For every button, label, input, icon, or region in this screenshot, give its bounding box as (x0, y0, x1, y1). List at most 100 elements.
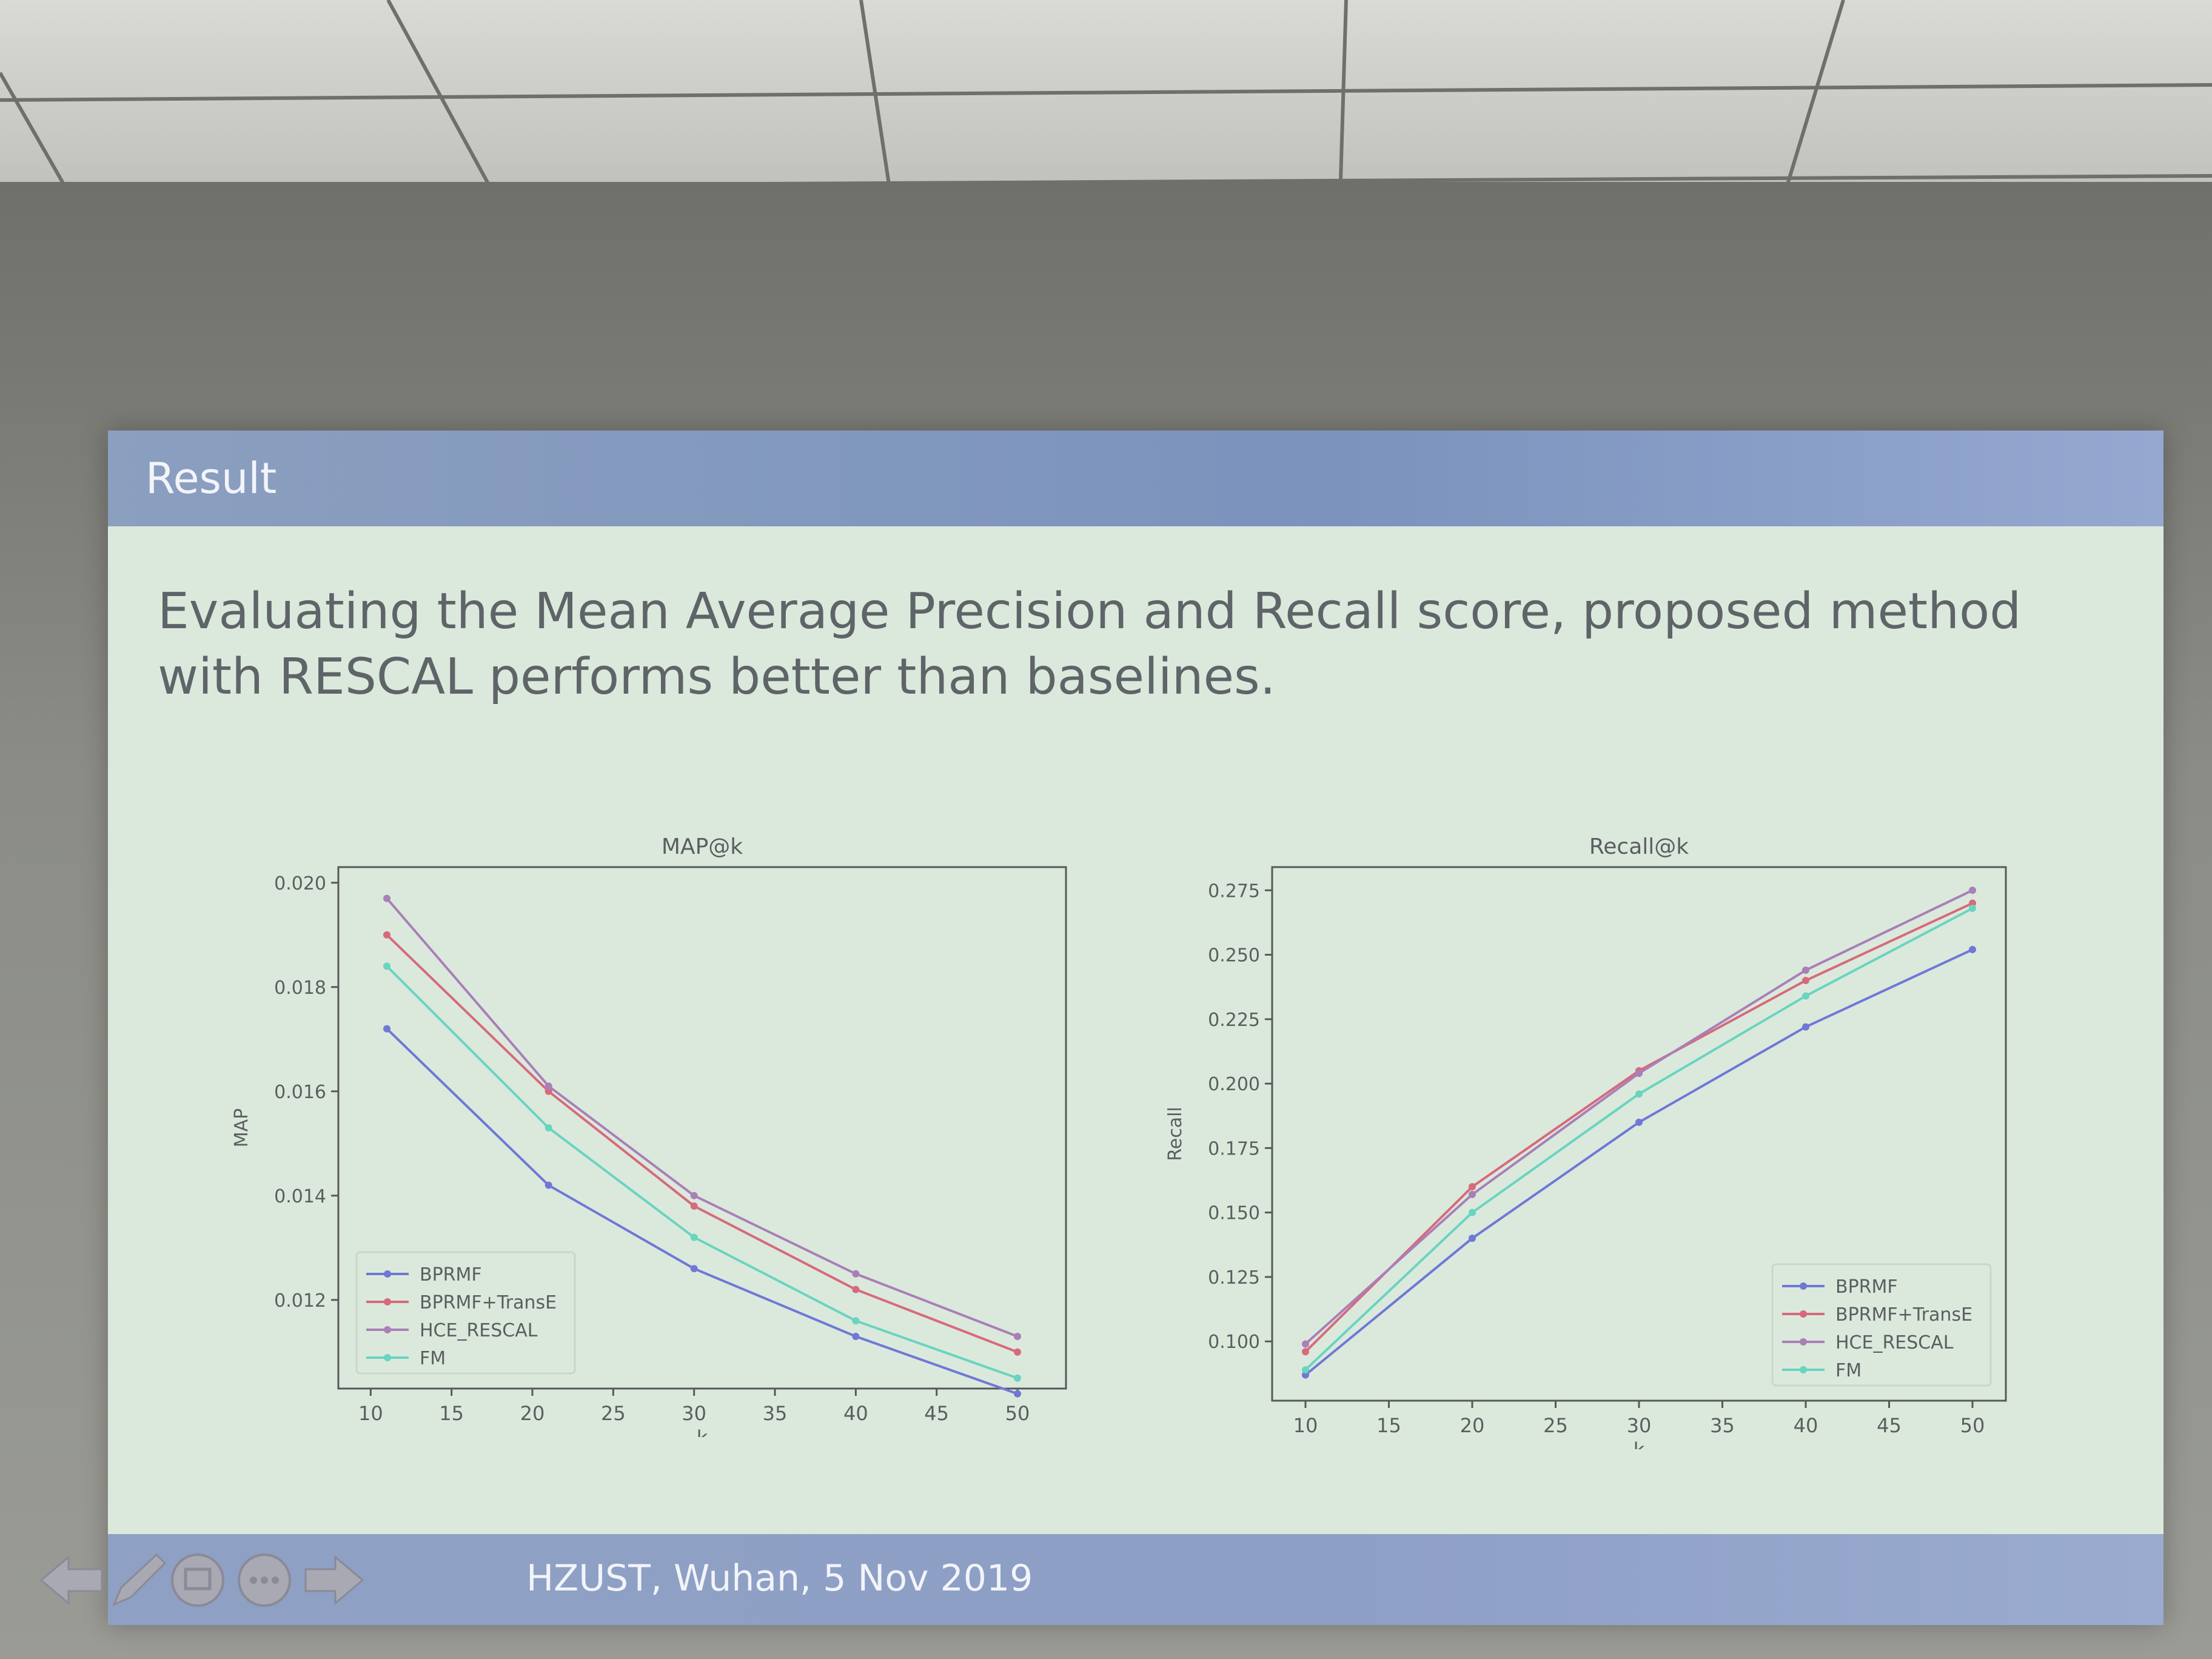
data-point-hce-rescal (1969, 886, 1976, 894)
y-tick-label: 0.275 (1208, 880, 1260, 902)
map-at-k-chart: MAP@k 10 15 20 25 30 35 40 45 50 0.012 0.014 0.016 0.… (231, 834, 1067, 1437)
y-tick-label: 0.125 (1208, 1267, 1260, 1289)
data-point-bprmf (1302, 1371, 1309, 1379)
recall-at-k-chart: Recall@k 10 15 20 25 30 35 40 45 50 0.100 0.125 0.15… (1165, 834, 2007, 1449)
x-tick-label: 50 (1005, 1402, 1030, 1425)
x-tick-label: 25 (1543, 1414, 1568, 1437)
y-axis-label: Recall (1165, 1107, 1186, 1161)
data-point-fm (690, 1233, 698, 1241)
x-tick-label: 30 (682, 1402, 706, 1425)
data-point-fm (1302, 1366, 1309, 1373)
x-axis-label: k (697, 1426, 708, 1437)
data-point-bprmf-transe (383, 931, 390, 939)
data-point-hce-rescal (545, 1082, 552, 1090)
data-point-bprmf (545, 1181, 552, 1189)
y-tick-label: 0.100 (1208, 1332, 1260, 1353)
data-point-fm (1469, 1208, 1476, 1216)
data-point-bprmf-transe (1014, 1348, 1021, 1356)
presentation-slide: Result Evaluating the Mean Average Preci… (39, 431, 2163, 1625)
legend-label-bprmf: BPRMF (420, 1264, 482, 1285)
x-tick-label: 20 (520, 1402, 545, 1425)
lead-line-1: Evaluating the Mean Average Precision an… (158, 583, 2022, 640)
slide-title: Result (146, 454, 277, 503)
x-tick-label: 10 (358, 1402, 383, 1425)
chart-title: MAP@k (662, 834, 743, 859)
data-point-hce-rescal (1302, 1340, 1309, 1348)
legend-marker-bprmf (384, 1270, 391, 1278)
data-point-bprmf-transe (1302, 1348, 1309, 1356)
y-tick-label: 0.012 (274, 1290, 326, 1312)
legend-label-fm: FM (420, 1348, 446, 1369)
y-tick-label: 0.200 (1208, 1074, 1260, 1095)
footer-text: HZUST, Wuhan, 5 Nov 2019 (526, 1557, 1033, 1600)
legend-marker-bprmf-transe (384, 1298, 391, 1305)
data-point-hce-rescal (852, 1270, 860, 1278)
data-point-fm (852, 1317, 860, 1325)
x-tick-label: 15 (1376, 1414, 1401, 1437)
data-point-bprmf (690, 1265, 698, 1273)
x-tick-label: 45 (924, 1402, 949, 1425)
x-tick-label: 15 (439, 1402, 464, 1425)
data-point-hce-rescal (1802, 967, 1809, 974)
data-point-bprmf-transe (852, 1285, 860, 1293)
data-point-bprmf (1802, 1023, 1809, 1031)
y-tick-label: 0.225 (1208, 1010, 1260, 1031)
menu-dots-icon[interactable] (235, 1551, 293, 1609)
screen-icon[interactable] (169, 1551, 227, 1609)
data-point-hce-rescal (383, 894, 390, 902)
x-axis-label: k (1634, 1438, 1645, 1449)
y-axis-label: MAP (231, 1108, 252, 1148)
x-tick-label: 35 (1710, 1414, 1735, 1437)
slide-lead-text: Evaluating the Mean Average Precision an… (158, 579, 2098, 710)
legend-label-fm: FM (1835, 1360, 1862, 1381)
x-tick-label: 50 (1960, 1414, 1985, 1437)
y-tick-label: 0.018 (274, 977, 326, 999)
legend-marker-fm (384, 1354, 391, 1361)
data-point-bprmf-transe (1469, 1183, 1476, 1191)
ceiling-grid (0, 0, 2212, 201)
data-point-hce-rescal (690, 1191, 698, 1199)
slide-header-bar: Result (108, 431, 2163, 526)
legend-marker-bprmf (1800, 1282, 1807, 1290)
data-point-bprmf (852, 1333, 860, 1340)
data-point-fm (545, 1124, 552, 1131)
legend-box (355, 1251, 576, 1375)
data-point-bprmf (1969, 946, 1976, 954)
lead-line-2: with RESCAL performs better than baselin… (158, 648, 1276, 706)
x-tick-label: 45 (1877, 1414, 1902, 1437)
data-point-bprmf (383, 1025, 390, 1033)
x-tick-label: 20 (1460, 1414, 1485, 1437)
legend-marker-fm (1800, 1366, 1807, 1373)
y-tick-label: 0.020 (274, 873, 326, 894)
data-point-bprmf-transe (1802, 977, 1809, 985)
data-point-hce-rescal (1469, 1190, 1476, 1198)
data-point-bprmf-transe (545, 1087, 552, 1095)
legend-marker-hce-rescal (384, 1326, 391, 1333)
data-point-bprmf (1014, 1390, 1021, 1398)
pen-icon[interactable] (108, 1551, 169, 1609)
y-tick-label: 0.016 (274, 1082, 326, 1103)
y-tick-label: 0.150 (1208, 1203, 1260, 1224)
x-tick-label: 30 (1627, 1414, 1652, 1437)
back-arrow-icon[interactable] (35, 1551, 108, 1609)
ceiling-background (0, 0, 2212, 201)
data-point-hce-rescal (1014, 1333, 1021, 1340)
data-point-fm (1802, 992, 1809, 1000)
slide-footer-bar: HZUST, Wuhan, 5 Nov 2019 (39, 1534, 2163, 1625)
legend-marker-hce-rescal (1800, 1338, 1807, 1346)
legend-label-hce-rescal: HCE_RESCAL (420, 1320, 538, 1341)
legend-marker-bprmf-transe (1800, 1310, 1807, 1318)
forward-arrow-icon[interactable] (302, 1551, 369, 1609)
legend-label-bprmf-transe: BPRMF+TransE (1835, 1304, 1972, 1326)
data-point-bprmf-transe (690, 1202, 698, 1210)
data-point-bprmf-transe (1969, 899, 1976, 907)
plot-frame (337, 866, 1067, 1390)
x-tick-label: 10 (1293, 1414, 1318, 1437)
data-point-fm (383, 962, 390, 970)
y-tick-label: 0.175 (1208, 1138, 1260, 1159)
legend-box (1771, 1263, 1992, 1387)
y-tick-label: 0.250 (1208, 945, 1260, 967)
chart-title: Recall@k (1589, 834, 1689, 859)
data-point-fm (1014, 1374, 1021, 1382)
data-point-bprmf (1635, 1118, 1643, 1126)
